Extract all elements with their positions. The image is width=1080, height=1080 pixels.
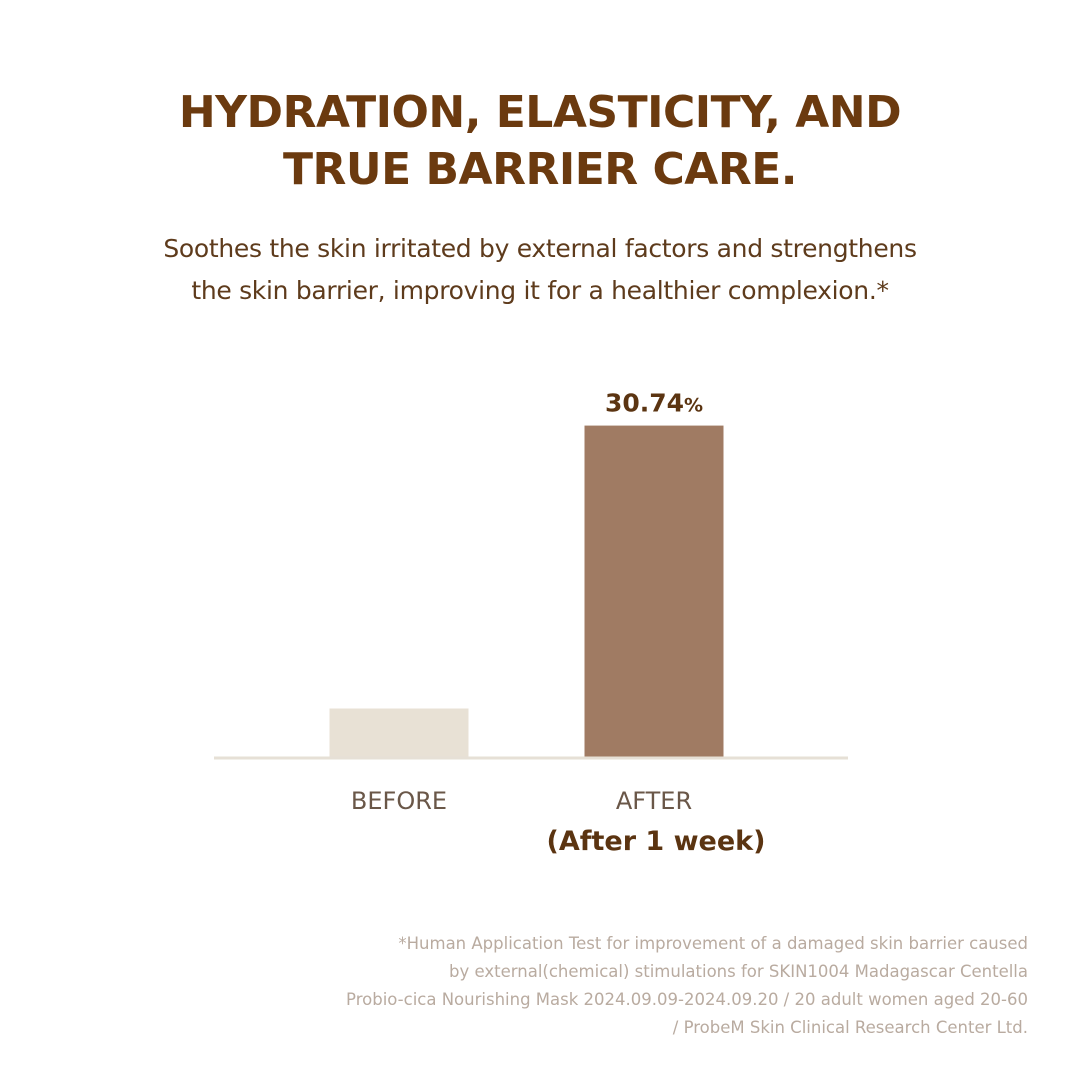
page-subtitle: Soothes the skin irritated by external f…: [0, 228, 1080, 312]
bar-after: [584, 425, 724, 757]
footnote-line-2: by external(chemical) stimulations for S…: [449, 962, 1028, 981]
footnote-line-4: / ProbeM Skin Clinical Research Center L…: [672, 1018, 1028, 1037]
page-subtitle-line-2: the skin barrier, improving it for a hea…: [191, 276, 889, 305]
data-label-after: 30.74%: [605, 389, 703, 418]
bar-chart: BEFORE 30.74% AFTER (After 1 week): [214, 389, 848, 857]
footnote-line-1: *Human Application Test for improvement …: [398, 934, 1028, 953]
tick-sublabel-after: (After 1 week): [547, 826, 766, 857]
page-title: HYDRATION, ELASTICITY, AND TRUE BARRIER …: [0, 84, 1080, 198]
tick-label-after: AFTER: [616, 787, 692, 815]
page-title-line-2: TRUE BARRIER CARE.: [283, 144, 797, 195]
footnote: *Human Application Test for improvement …: [128, 930, 1028, 1042]
footnote-line-3: Probio-cica Nourishing Mask 2024.09.09-2…: [346, 990, 1028, 1009]
bar-before: [329, 708, 469, 757]
tick-label-before: BEFORE: [351, 787, 447, 815]
page-title-line-1: HYDRATION, ELASTICITY, AND: [178, 87, 902, 138]
page-subtitle-line-1: Soothes the skin irritated by external f…: [163, 234, 917, 263]
